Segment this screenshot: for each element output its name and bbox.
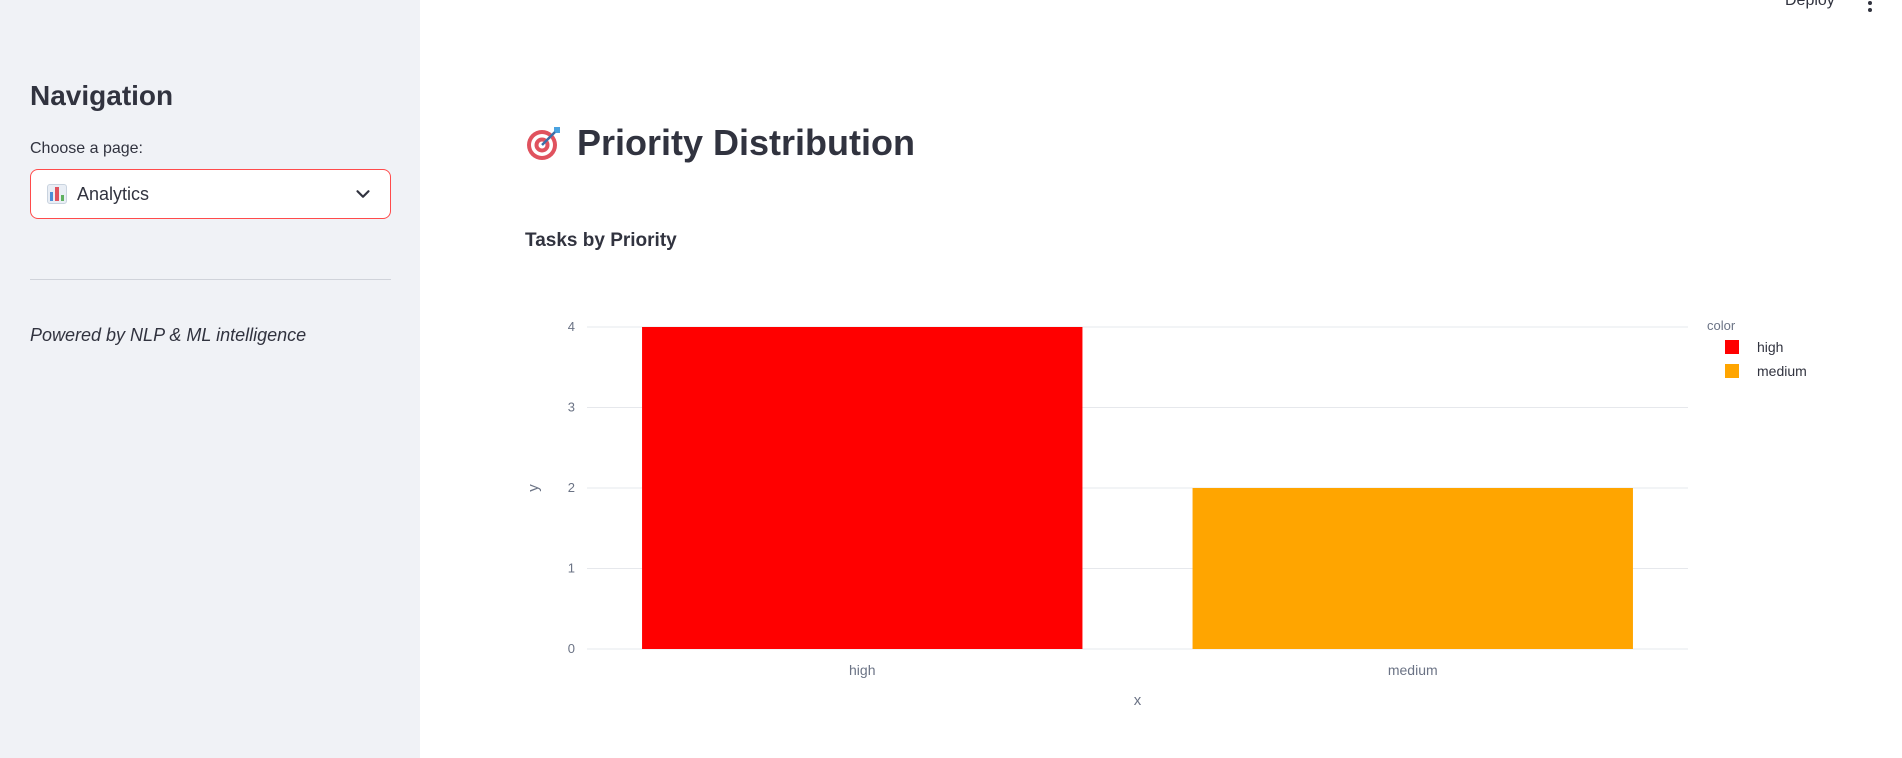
legend-label: high	[1757, 339, 1783, 355]
main-menu-icon[interactable]	[1865, 0, 1875, 12]
page-select[interactable]: Analytics	[30, 169, 391, 219]
target-icon	[527, 127, 560, 160]
page-title-text: Priority Distribution	[577, 122, 916, 163]
y-axis-label: y	[525, 484, 542, 492]
x-axis-label: x	[1134, 692, 1142, 709]
deploy-button[interactable]: Deploy	[1785, 0, 1835, 9]
bar-high	[642, 327, 1083, 649]
y-tick-label: 3	[568, 400, 575, 415]
sidebar-footer-text: Powered by NLP & ML intelligence	[30, 325, 307, 345]
priority-bar-chart: 0 1 2 3 4 high medium x y color high medium	[525, 318, 1807, 709]
legend-swatch	[1725, 340, 1739, 354]
y-tick-label: 0	[568, 641, 575, 656]
legend-swatch	[1725, 364, 1739, 378]
x-tick-label: medium	[1388, 662, 1438, 678]
chart-subtitle: Tasks by Priority	[525, 230, 677, 251]
page-select-value: Analytics	[77, 183, 150, 204]
y-tick-label: 1	[568, 561, 575, 576]
legend-label: medium	[1757, 363, 1807, 379]
x-tick-label: high	[849, 662, 875, 678]
page-select-label: Choose a page:	[30, 140, 143, 157]
sidebar-divider	[30, 279, 391, 280]
sidebar: Navigation Choose a page: Analytics Powe…	[0, 0, 420, 758]
bar-chart-icon	[47, 184, 67, 204]
y-tick-label: 4	[568, 319, 575, 334]
bar-medium	[1192, 488, 1633, 649]
sidebar-title: Navigation	[30, 80, 174, 111]
legend-title: color	[1707, 318, 1736, 333]
chevron-down-icon	[356, 190, 370, 198]
page-title: Priority Distribution	[525, 122, 915, 164]
y-tick-label: 2	[568, 480, 575, 495]
